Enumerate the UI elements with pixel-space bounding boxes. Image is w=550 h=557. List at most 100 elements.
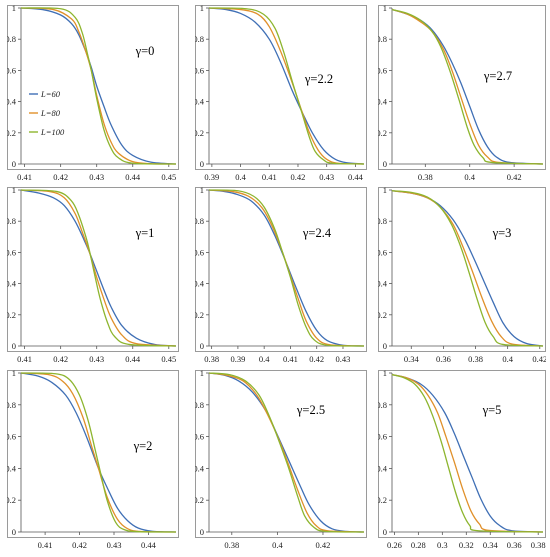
x-tick-label: 0.42 [53,354,68,364]
y-tick-label: 0.6 [7,247,16,257]
series-line-l-100 [20,7,177,165]
series-line-l-80 [208,7,365,165]
series-line-l-100 [208,189,365,347]
chart-svg: 0 0.2 0.4 0.6 0.8 1 0.39 0.4 0.41 0.42 0.43 0.44 γ=2… [193,3,367,182]
chart-panel-5: 0 0.2 0.4 0.6 0.8 1 0.38 0.39 0.4 0.41 0.42 0.43 γ=2… [193,185,367,366]
y-tick-label: 0.6 [378,432,387,442]
x-tick-label: 0.36 [436,354,451,364]
series-line-l-80 [20,7,177,165]
x-tick-label: 0.41 [283,354,298,364]
y-tick-label: 0 [383,159,387,169]
y-tick-label: 0.2 [378,495,387,505]
y-tick-label: 1 [200,187,204,195]
y-tick-label: 0.8 [7,400,16,410]
x-tick-label: 0.42 [309,354,324,364]
x-tick-label: 0.44 [125,354,141,364]
x-tick-label: 0.38 [224,540,239,550]
gamma-annotation: γ=2 [133,439,153,453]
y-tick-label: 0.4 [378,463,388,473]
y-tick-label: 1 [383,5,387,13]
y-tick-label: 0.4 [195,463,205,473]
series-line-l-60 [208,7,365,165]
chart-panel-1: 0 0.2 0.4 0.6 0.8 1 0.41 0.42 0.43 0.44 0.45 γ=0 L=6… [5,3,179,184]
y-tick-label: 1 [383,370,387,378]
chart-svg: 0 0.2 0.4 0.6 0.8 1 0.26 0.28 0.3 0.32 0.34 0.36 0.3… [376,368,546,550]
y-tick-label: 0.6 [7,65,16,75]
legend-label: L=60 [40,89,61,99]
x-tick-label: 0.34 [483,540,499,550]
x-tick-label: 0.42 [72,540,87,550]
y-tick-label: 0 [383,527,387,537]
series-line-l-60 [20,372,177,533]
x-tick-label: 0.34 [404,354,420,364]
x-tick-label: 0.45 [161,172,176,182]
y-tick-label: 0.6 [195,247,204,257]
plot-frame [7,187,179,352]
x-tick-label: 0.38 [531,540,546,550]
x-tick-label: 0.4 [502,354,513,364]
y-tick-label: 0.8 [378,34,387,44]
series-line-l-100 [208,7,365,165]
x-tick-label: 0.43 [319,172,334,182]
series-line-l-80 [20,372,177,533]
y-tick-label: 0.2 [378,128,387,138]
legend-label: L=100 [40,127,65,137]
x-tick-label: 0.28 [411,540,426,550]
chart-grid: 0 0.2 0.4 0.6 0.8 1 0.41 0.42 0.43 0.44 0.45 γ=0 L=6… [5,3,547,550]
series-line-l-80 [391,8,544,165]
chart-svg: 0 0.2 0.4 0.6 0.8 1 0.38 0.4 0.42 γ=2.5 [193,368,367,550]
x-tick-label: 0.32 [459,540,474,550]
x-tick-label: 0.4 [464,172,475,182]
y-tick-label: 1 [12,370,16,378]
y-tick-label: 0.8 [195,216,204,226]
x-tick-label: 0.43 [89,172,104,182]
y-tick-label: 0.2 [195,128,204,138]
series-line-l-80 [208,189,365,347]
x-tick-label: 0.42 [316,540,331,550]
y-tick-label: 0.4 [378,279,388,289]
series-line-l-100 [391,8,544,165]
chart-svg: 0 0.2 0.4 0.6 0.8 1 0.38 0.39 0.4 0.41 0.42 0.43 γ=2… [193,185,367,364]
y-tick-label: 0 [200,341,204,351]
y-tick-label: 0.6 [7,432,16,442]
y-tick-label: 0.8 [195,400,204,410]
x-tick-label: 0.41 [38,540,53,550]
x-tick-label: 0.44 [141,540,157,550]
chart-svg: 0 0.2 0.4 0.6 0.8 1 0.41 0.42 0.43 0.44 0.45 γ=0 L=6… [5,3,179,182]
x-tick-label: 0.38 [418,172,433,182]
gamma-annotation: γ=0 [135,44,155,58]
y-tick-label: 0.4 [195,97,205,107]
series-line-l-60 [208,372,365,533]
y-tick-label: 0.8 [195,34,204,44]
y-tick-label: 0 [12,159,16,169]
gamma-annotation: γ=5 [482,403,502,417]
plot-frame [378,370,546,538]
y-tick-label: 0.4 [195,279,205,289]
x-tick-label: 0.4 [259,354,270,364]
y-tick-label: 1 [383,187,387,195]
series-line-l-100 [20,189,177,347]
y-tick-label: 0.8 [378,216,387,226]
chart-panel-9: 0 0.2 0.4 0.6 0.8 1 0.26 0.28 0.3 0.32 0.34 0.36 0.3… [376,368,546,552]
y-tick-label: 0.2 [195,495,204,505]
x-tick-label: 0.45 [161,354,176,364]
gamma-annotation: γ=3 [492,226,512,240]
series-line-l-60 [20,189,177,347]
chart-panel-7: 0 0.2 0.4 0.6 0.8 1 0.41 0.42 0.43 0.44 γ=2 [5,368,179,552]
y-tick-label: 0.6 [378,65,387,75]
y-tick-label: 0 [200,159,204,169]
gamma-annotation: γ=1 [135,226,155,240]
y-tick-label: 0.2 [195,310,204,320]
chart-svg: 0 0.2 0.4 0.6 0.8 1 0.41 0.42 0.43 0.44 γ=2 [5,368,179,550]
y-tick-label: 0.4 [7,279,17,289]
x-tick-label: 0.39 [230,354,245,364]
plot-frame [195,187,367,352]
y-tick-label: 1 [12,187,16,195]
y-tick-label: 0.2 [7,495,16,505]
plot-frame [378,187,546,352]
plot-frame [7,370,179,538]
y-tick-label: 0 [12,527,16,537]
series-line-l-80 [391,373,544,533]
x-tick-label: 0.44 [348,172,364,182]
y-tick-label: 0.4 [7,463,17,473]
